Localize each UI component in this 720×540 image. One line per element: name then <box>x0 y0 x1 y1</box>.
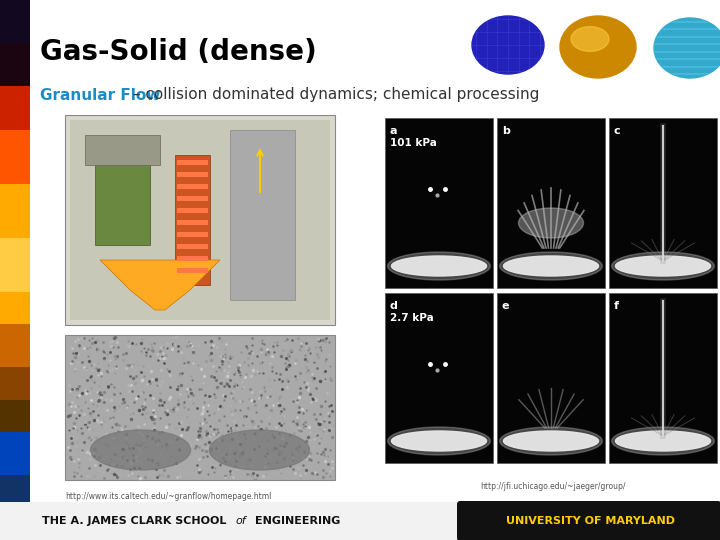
Bar <box>0 367 30 400</box>
Bar <box>0 184 30 238</box>
Bar <box>0 86 30 130</box>
Text: Granular Flow: Granular Flow <box>40 87 161 103</box>
Bar <box>0 292 30 324</box>
Ellipse shape <box>387 427 490 455</box>
Ellipse shape <box>612 427 714 455</box>
Text: ENGINEERING: ENGINEERING <box>255 516 341 526</box>
Bar <box>0 502 720 540</box>
Text: of: of <box>235 516 246 526</box>
Ellipse shape <box>387 252 490 280</box>
Text: Gas-Solid (dense): Gas-Solid (dense) <box>40 38 317 66</box>
Text: http://www.its.caltech.edu/~granflow/homepage.html: http://www.its.caltech.edu/~granflow/hom… <box>65 492 271 501</box>
Bar <box>177 220 208 225</box>
Bar <box>177 196 208 201</box>
Text: c: c <box>614 126 621 136</box>
Bar <box>609 293 717 463</box>
Bar <box>497 293 605 463</box>
Bar <box>0 432 30 475</box>
Bar <box>230 130 295 300</box>
Bar <box>609 118 717 288</box>
Text: d: d <box>390 301 398 311</box>
Bar <box>177 208 208 213</box>
Text: e: e <box>502 301 510 311</box>
Ellipse shape <box>612 252 714 280</box>
Bar <box>177 232 208 237</box>
Bar <box>175 155 210 285</box>
Bar <box>85 135 160 165</box>
Bar <box>0 130 30 184</box>
Ellipse shape <box>503 431 598 451</box>
Bar <box>0 324 30 367</box>
FancyBboxPatch shape <box>457 501 720 540</box>
Ellipse shape <box>518 208 583 238</box>
Polygon shape <box>100 260 220 310</box>
Ellipse shape <box>91 430 191 470</box>
Bar <box>177 160 208 165</box>
Bar <box>0 0 30 43</box>
Ellipse shape <box>392 256 487 276</box>
Bar <box>177 268 208 273</box>
Ellipse shape <box>500 427 603 455</box>
Text: UNIVERSITY OF MARYLAND: UNIVERSITY OF MARYLAND <box>505 516 675 526</box>
Text: 101 kPa: 101 kPa <box>390 138 437 148</box>
Text: – collision dominated dynamics; chemical processing: – collision dominated dynamics; chemical… <box>128 87 539 103</box>
Ellipse shape <box>392 431 487 451</box>
Bar <box>177 244 208 249</box>
Bar <box>385 293 493 463</box>
Bar <box>95 145 150 245</box>
Bar <box>385 118 493 288</box>
Bar <box>0 400 30 432</box>
Ellipse shape <box>654 18 720 78</box>
Ellipse shape <box>210 430 310 470</box>
Bar <box>65 115 335 325</box>
Text: THE A. JAMES CLARK SCHOOL: THE A. JAMES CLARK SCHOOL <box>42 516 226 526</box>
Bar <box>497 118 605 288</box>
Ellipse shape <box>500 252 603 280</box>
Bar <box>0 238 30 292</box>
Bar <box>177 256 208 261</box>
Bar <box>177 184 208 189</box>
Ellipse shape <box>571 26 609 51</box>
Ellipse shape <box>472 16 544 74</box>
Bar <box>177 172 208 177</box>
Text: http://jfi.uchicago.edu/~jaeger/group/: http://jfi.uchicago.edu/~jaeger/group/ <box>480 482 626 491</box>
Bar <box>65 335 335 480</box>
Text: 2.7 kPa: 2.7 kPa <box>390 313 433 323</box>
Ellipse shape <box>616 431 711 451</box>
Text: a: a <box>390 126 397 136</box>
Text: b: b <box>502 126 510 136</box>
Bar <box>70 120 330 320</box>
Ellipse shape <box>503 256 598 276</box>
Bar <box>0 43 30 86</box>
Ellipse shape <box>560 16 636 78</box>
Bar <box>0 475 30 540</box>
Text: f: f <box>614 301 619 311</box>
Ellipse shape <box>616 256 711 276</box>
